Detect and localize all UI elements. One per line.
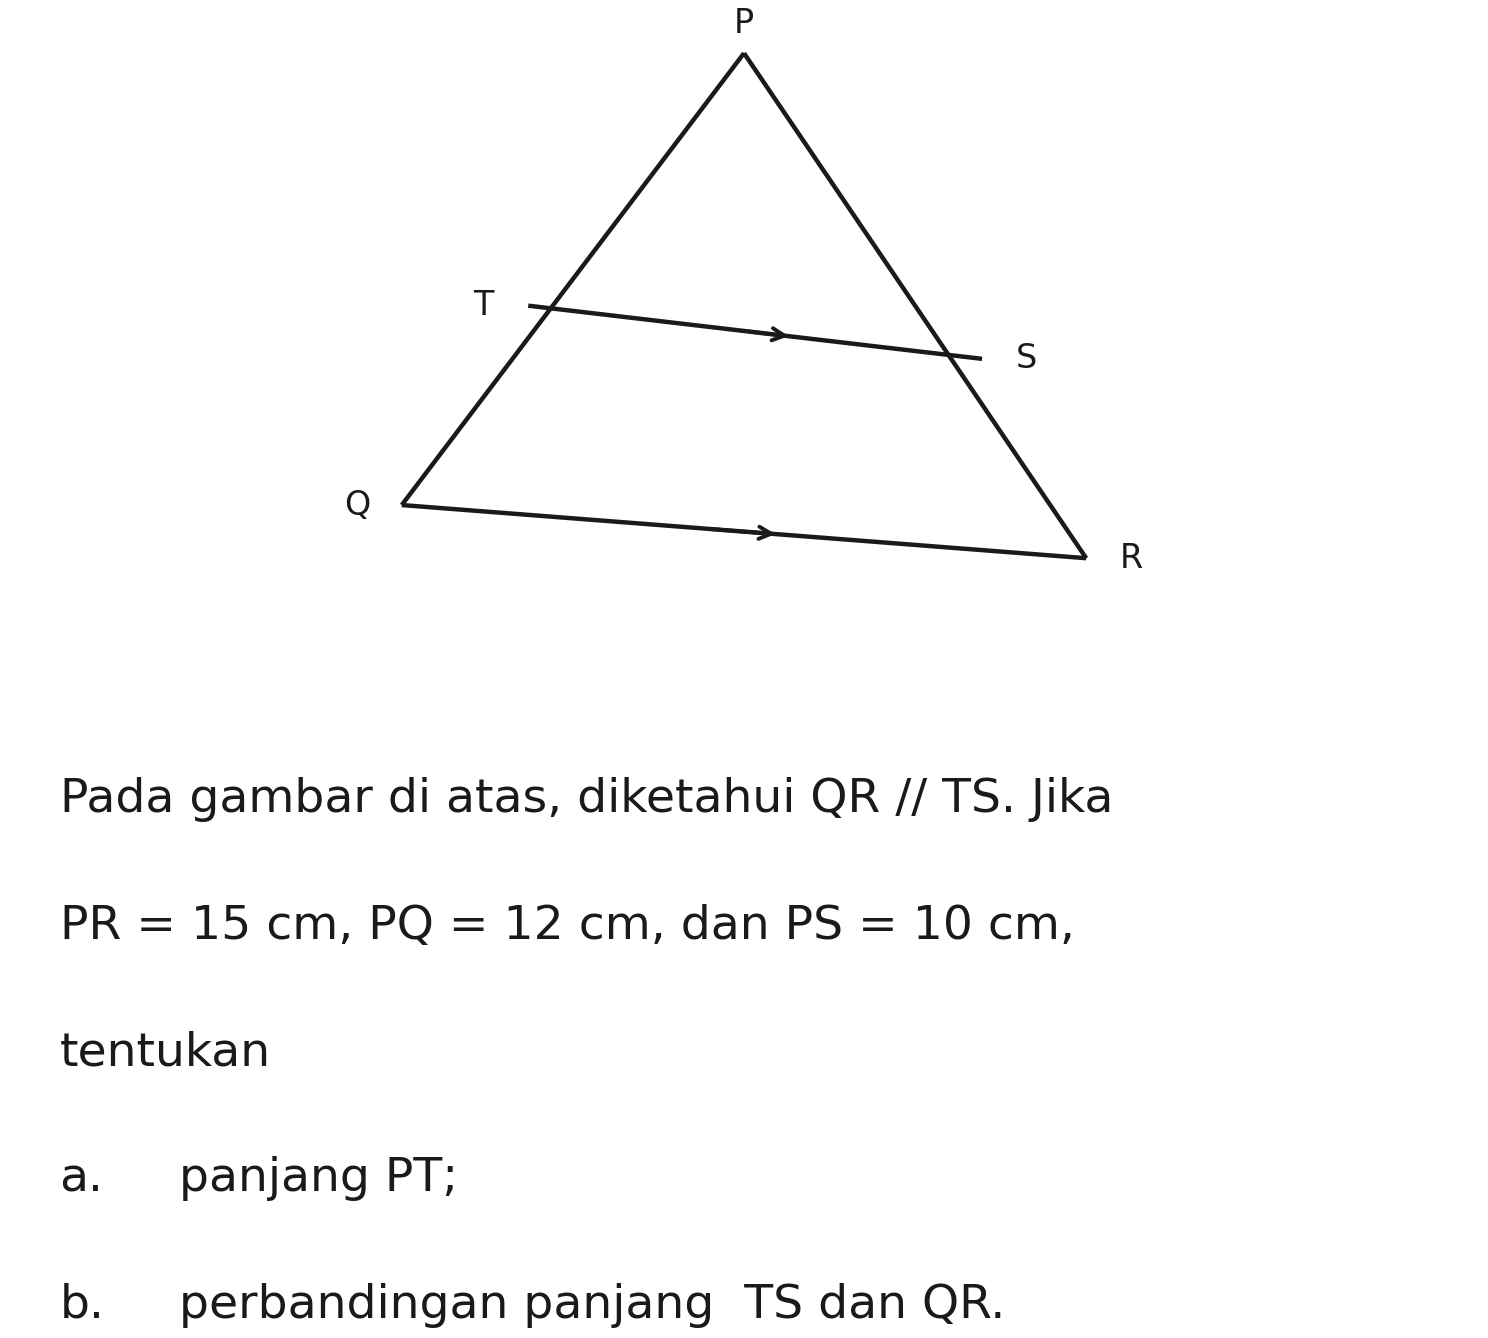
Text: P: P (734, 8, 754, 40)
Text: b.: b. (60, 1283, 104, 1327)
Text: perbandingan panjang  TS dan QR.: perbandingan panjang TS dan QR. (179, 1283, 1004, 1327)
Text: panjang PT;: panjang PT; (179, 1156, 458, 1202)
Text: PR = 15 cm, PQ = 12 cm, dan PS = 10 cm,: PR = 15 cm, PQ = 12 cm, dan PS = 10 cm, (60, 903, 1074, 949)
Text: tentukan: tentukan (60, 1030, 271, 1074)
Text: a.: a. (60, 1156, 104, 1202)
Text: Q: Q (344, 488, 371, 522)
Text: R: R (1119, 542, 1143, 575)
Text: Pada gambar di atas, diketahui QR // TS. Jika: Pada gambar di atas, diketahui QR // TS.… (60, 777, 1113, 823)
Text: S: S (1016, 343, 1037, 376)
Text: T: T (473, 289, 494, 322)
